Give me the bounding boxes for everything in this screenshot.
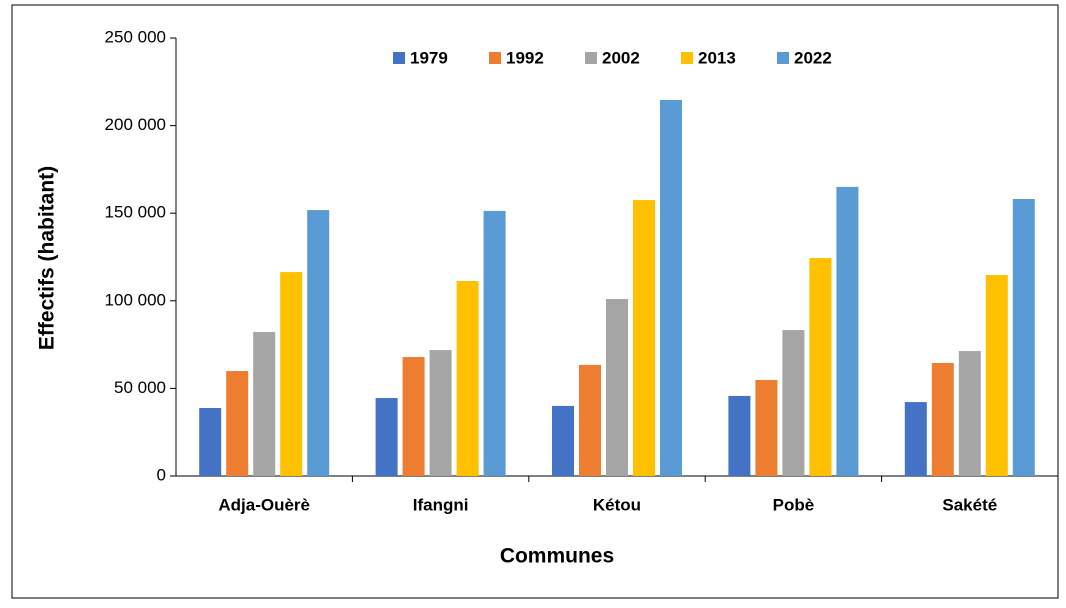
bar: [809, 258, 832, 476]
bar: [606, 299, 628, 476]
bar: [782, 330, 805, 476]
x-tick-label: Sakété: [942, 495, 997, 514]
bar: [402, 357, 425, 476]
bar: [375, 398, 398, 476]
y-tick-label: 250 000: [105, 27, 166, 46]
bar: [755, 379, 778, 476]
bar: [307, 210, 330, 477]
bar: [904, 402, 927, 476]
x-tick-label: Ifangni: [413, 495, 469, 514]
bar: [483, 210, 506, 476]
bar: [985, 275, 1008, 476]
bar: [728, 395, 751, 476]
x-tick-label: Kétou: [593, 495, 641, 514]
bar: [253, 331, 276, 476]
bar: [429, 350, 452, 476]
bar: [579, 364, 601, 476]
y-tick-label: 200 000: [105, 115, 166, 134]
y-tick-label: 0: [157, 465, 166, 484]
x-axis-title: Communes: [500, 545, 614, 568]
legend-label: 1992: [506, 48, 544, 67]
legend-swatch: [585, 52, 597, 64]
bar: [931, 362, 954, 476]
x-tick-label: Adja-Ouèrè: [218, 495, 310, 514]
y-axis-title: Effectifs (habitant): [36, 166, 59, 350]
bar: [1012, 199, 1035, 477]
y-tick-label: 150 000: [105, 203, 166, 222]
legend-swatch: [681, 52, 693, 64]
legend-swatch: [777, 52, 789, 64]
y-tick-label: 50 000: [114, 378, 166, 397]
legend-label: 2013: [698, 48, 736, 67]
bar: [633, 200, 655, 476]
legend-swatch: [393, 52, 405, 64]
bar: [552, 405, 574, 476]
bar: [456, 281, 479, 476]
legend-label: 2002: [602, 48, 640, 67]
bar: [958, 351, 981, 476]
x-tick-label: Pobè: [773, 495, 815, 514]
bar: [660, 100, 682, 476]
bar: [280, 272, 303, 476]
bar: [226, 371, 249, 476]
chart-frame: [11, 4, 1059, 599]
legend-swatch: [489, 52, 501, 64]
bar: [836, 186, 859, 477]
y-tick-label: 100 000: [105, 290, 166, 309]
bar: [199, 408, 222, 476]
legend-label: 1979: [410, 48, 448, 67]
legend-label: 2022: [794, 48, 832, 67]
